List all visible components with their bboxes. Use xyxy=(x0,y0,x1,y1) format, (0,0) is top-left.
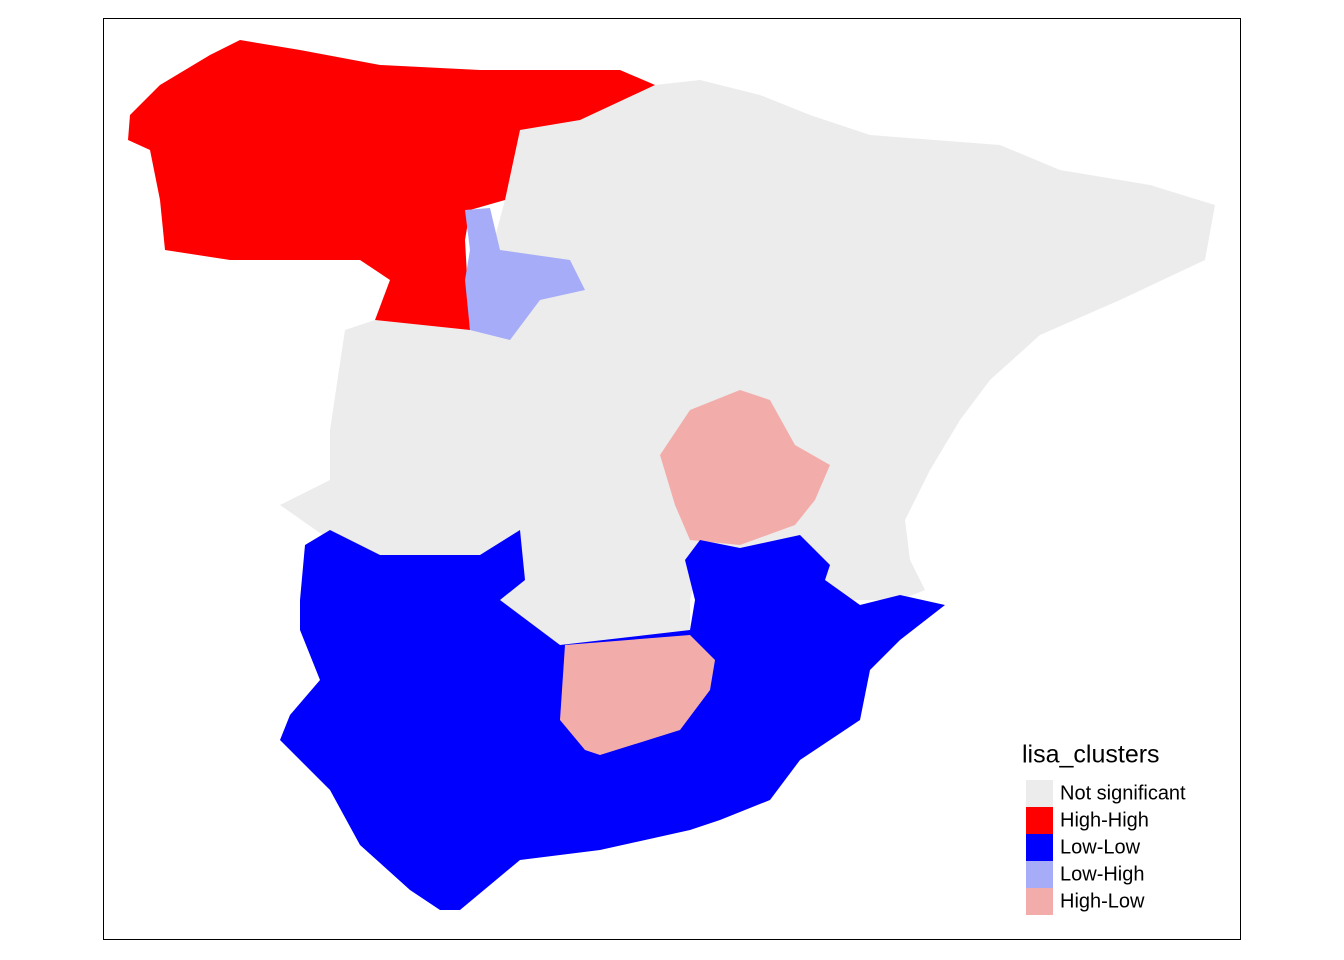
legend-swatch xyxy=(1026,834,1053,861)
region xyxy=(465,208,585,340)
region xyxy=(280,80,1215,645)
legend-swatch xyxy=(1026,861,1053,888)
legend-label: Low-Low xyxy=(1060,836,1141,858)
legend-label: Low-High xyxy=(1060,863,1144,885)
region xyxy=(660,390,830,545)
legend-label: High-High xyxy=(1060,809,1149,831)
regions xyxy=(128,40,1215,910)
legend: lisa_clusters Not significant High-High Lo… xyxy=(1022,741,1186,915)
legend-label: High-Low xyxy=(1060,890,1145,912)
region xyxy=(560,635,715,755)
legend-swatch xyxy=(1026,888,1053,915)
legend-label: Not significant xyxy=(1060,782,1186,804)
legend-swatch xyxy=(1026,807,1053,834)
legend-title: lisa_clusters xyxy=(1022,741,1160,769)
legend-swatch xyxy=(1026,780,1053,807)
region xyxy=(128,40,655,330)
